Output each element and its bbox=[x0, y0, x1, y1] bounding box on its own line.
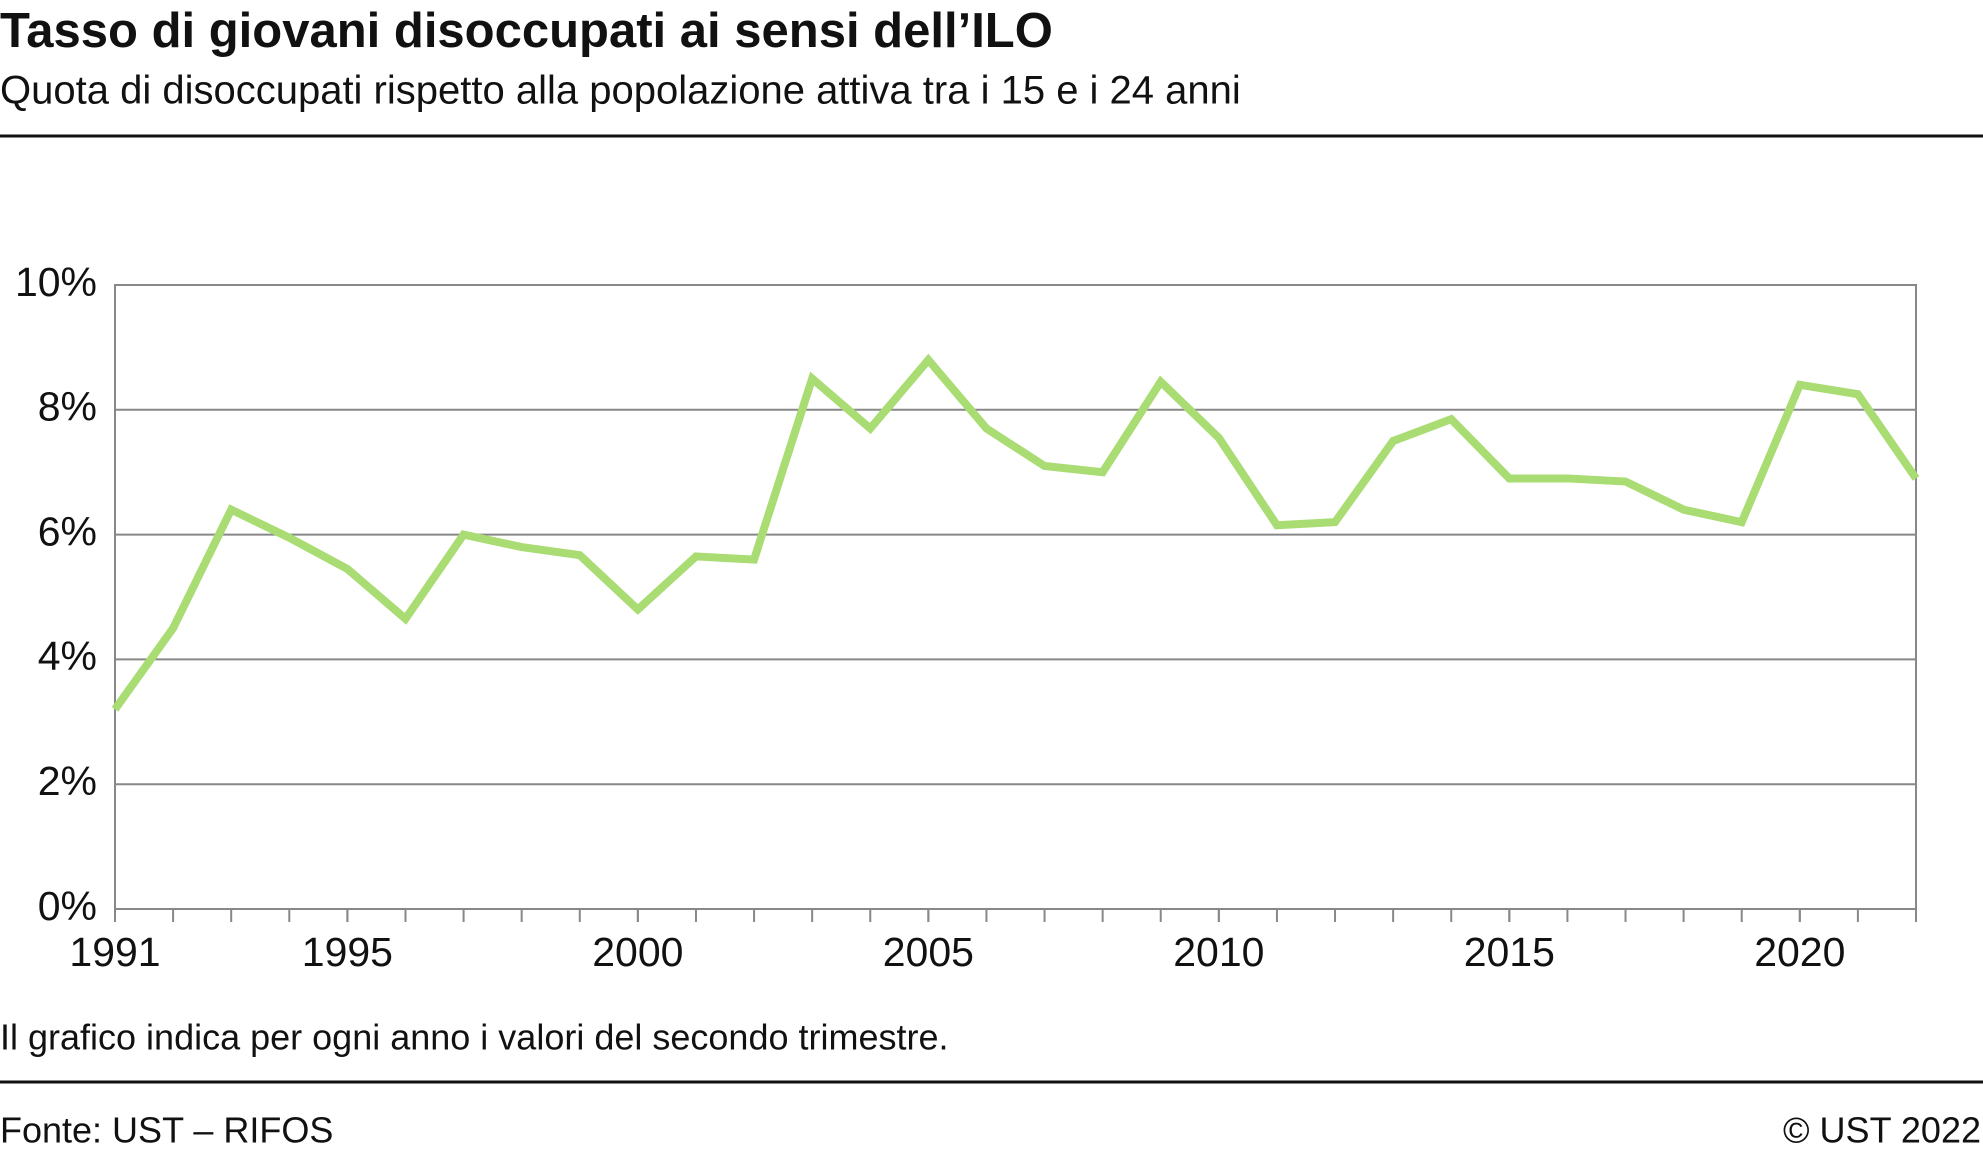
x-tick-label: 2005 bbox=[883, 929, 974, 975]
y-tick-label: 0% bbox=[38, 883, 97, 929]
note: Il grafico indica per ogni anno i valori… bbox=[0, 1017, 949, 1058]
y-tick-label: 2% bbox=[38, 758, 97, 804]
y-tick-label: 4% bbox=[38, 633, 97, 679]
x-tick-label: 2020 bbox=[1754, 929, 1845, 975]
data-line bbox=[111, 353, 1920, 712]
x-tick-label: 2015 bbox=[1464, 929, 1555, 975]
y-tick-label: 6% bbox=[38, 508, 97, 554]
chart-title: Tasso di giovani disoccupati ai sensi de… bbox=[0, 4, 1053, 58]
x-tick-label: 2010 bbox=[1173, 929, 1264, 975]
source: Fonte: UST – RIFOS bbox=[0, 1110, 333, 1151]
y-tick-label: 10% bbox=[15, 259, 97, 305]
x-tick-label: 2000 bbox=[592, 929, 683, 975]
copyright: © UST 2022 bbox=[1783, 1110, 1981, 1151]
x-tick-label: 1995 bbox=[302, 929, 393, 975]
chart-subtitle: Quota di disoccupati rispetto alla popol… bbox=[0, 69, 1241, 113]
x-tick-label: 1991 bbox=[69, 929, 160, 975]
y-tick-label: 8% bbox=[38, 384, 97, 430]
